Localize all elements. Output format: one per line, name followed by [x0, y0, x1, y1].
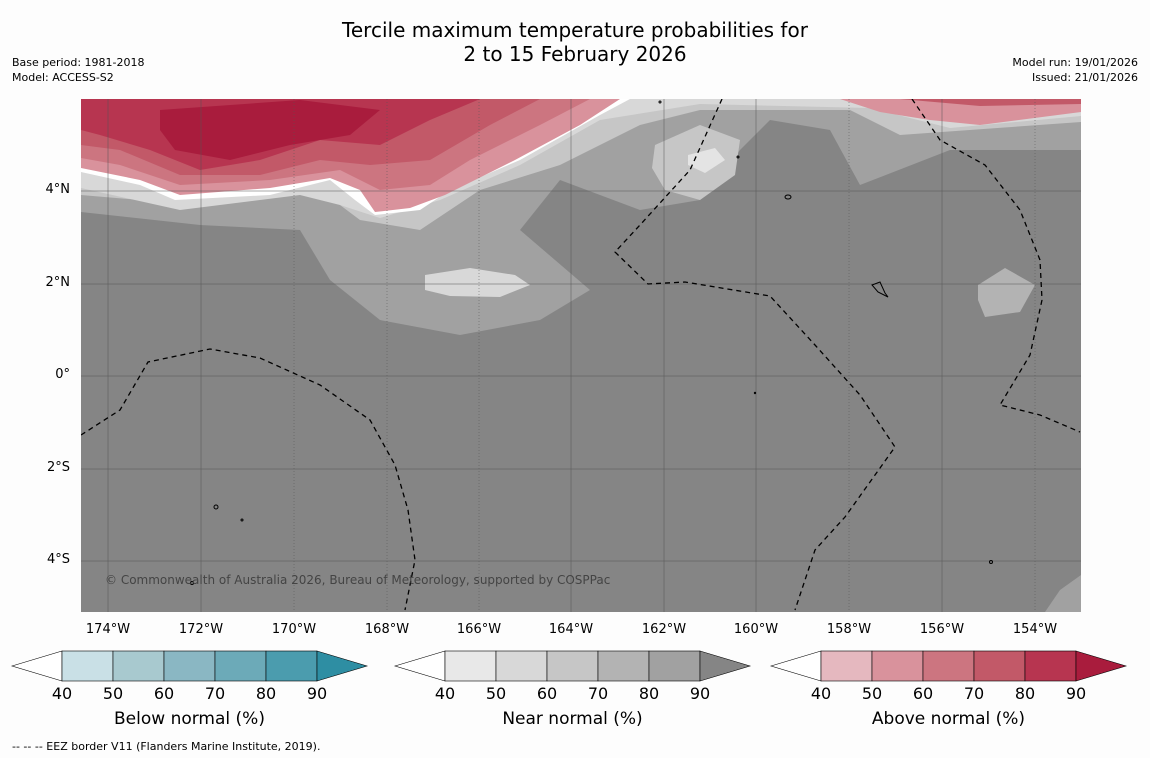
legend-title: Below normal (%)	[114, 709, 265, 729]
legend-arrow-high	[1075, 650, 1128, 682]
legend-tick-label: 80	[638, 684, 660, 703]
island-i	[753, 391, 757, 395]
legend-arrow-low	[10, 650, 63, 682]
legend-arrow-low	[769, 650, 822, 682]
legend-swatch	[922, 650, 975, 682]
above-90-core	[160, 100, 380, 160]
legend-bars	[10, 650, 1128, 682]
legend-swatch	[495, 650, 548, 682]
eez-border-east	[911, 99, 1081, 433]
near-patch-bottom-right	[1045, 575, 1081, 612]
lon-tick-label: 164°W	[548, 622, 594, 637]
model-name: Model: ACCESS-S2	[12, 71, 114, 84]
eez-borders	[81, 99, 1081, 611]
islands	[190, 100, 993, 585]
meta-left: Base period: 1981-2018 Model: ACCESS-S2	[12, 55, 144, 85]
legend-tick-label: 40	[810, 684, 832, 703]
above-band-top-right-inner	[900, 99, 1081, 106]
probability-field	[81, 99, 1081, 612]
legend-tick-label: 60	[912, 684, 934, 703]
model-run: Model run: 19/01/2026	[1012, 56, 1138, 69]
legend-swatch	[1024, 650, 1077, 682]
legend-tick-label: 80	[255, 684, 277, 703]
lon-tick-label: 162°W	[641, 622, 687, 637]
lat-tick-label: 4°N	[45, 182, 71, 197]
lat-tick-label: 2°S	[46, 460, 70, 475]
title-line-1: Tercile maximum temperature probabilitie…	[342, 18, 808, 42]
chart-title: Tercile maximum temperature probabilitie…	[0, 18, 1150, 66]
near-60-patch-left	[425, 268, 530, 297]
legend-tick-label: 40	[434, 684, 456, 703]
legend-swatch	[597, 650, 650, 682]
legend-title: Near normal (%)	[502, 709, 643, 729]
near-50-patch-center	[688, 148, 725, 173]
legend-swatch	[214, 650, 267, 682]
lon-tick-label: 158°W	[826, 622, 872, 637]
legend-tick-label: 50	[861, 684, 883, 703]
lon-tick-label: 166°W	[456, 622, 502, 637]
legend-tick-label: 80	[1014, 684, 1036, 703]
meta-right: Model run: 19/01/2026 Issued: 21/01/2026	[1012, 55, 1138, 85]
legend-tick-label: 90	[306, 684, 328, 703]
legend-tick-label: 60	[536, 684, 558, 703]
island-e	[190, 581, 194, 585]
copyright-notice: © Commonwealth of Australia 2026, Bureau…	[105, 573, 611, 587]
lon-tick-label: 172°W	[178, 622, 224, 637]
legend-title: Above normal (%)	[871, 709, 1026, 729]
legend-tick-label: 70	[204, 684, 226, 703]
above-band-top-right	[840, 99, 1081, 125]
legend-swatch	[820, 650, 873, 682]
legend-swatch	[444, 650, 497, 682]
legend-tick-label: 50	[102, 684, 124, 703]
island-h	[658, 100, 662, 104]
legend-tick-label: 40	[51, 684, 73, 703]
lon-tick-label: 170°W	[271, 622, 317, 637]
eez-border-central	[614, 99, 896, 611]
lat-tick-label: 0°	[55, 367, 70, 382]
island-c	[213, 504, 219, 510]
base-period: Base period: 1981-2018	[12, 56, 145, 69]
graticule	[81, 99, 1081, 612]
eez-footnote: -- -- -- EEZ border V11 (Flanders Marine…	[12, 740, 321, 753]
legend-swatch	[546, 650, 599, 682]
near-70-patch-right	[978, 268, 1035, 317]
island-g	[736, 155, 740, 159]
lon-tick-label: 154°W	[1012, 622, 1058, 637]
legend-swatch	[163, 650, 216, 682]
legend-tick-label: 90	[1065, 684, 1087, 703]
legend-tick-label: 70	[587, 684, 609, 703]
legend-swatch	[973, 650, 1026, 682]
legend-arrow-low	[393, 650, 446, 682]
legend-tick-label: 90	[689, 684, 711, 703]
legend-swatch	[871, 650, 924, 682]
legend-tick-label: 50	[485, 684, 507, 703]
eez-border-west	[81, 348, 416, 611]
lon-tick-label: 156°W	[919, 622, 965, 637]
issued-date: Issued: 21/01/2026	[1031, 71, 1138, 84]
lon-tick-label: 168°W	[364, 622, 410, 637]
legend-swatch	[648, 650, 701, 682]
lon-tick-label: 174°W	[85, 622, 131, 637]
lat-tick-label: 4°S	[46, 552, 70, 567]
lat-tick-label: 2°N	[45, 275, 71, 290]
legend-tick-label: 70	[963, 684, 985, 703]
legend-swatch	[61, 650, 114, 682]
legend-swatch	[265, 650, 318, 682]
lon-tick-label: 160°W	[733, 622, 779, 637]
legend-arrow-high	[699, 650, 752, 682]
island-d	[240, 518, 244, 522]
island-f	[989, 560, 993, 564]
island-a	[784, 194, 792, 200]
legend-tick-label: 60	[153, 684, 175, 703]
legend-arrow-high	[316, 650, 369, 682]
title-line-2: 2 to 15 February 2026	[463, 42, 687, 66]
island-b	[871, 281, 889, 298]
legend-swatch	[112, 650, 165, 682]
